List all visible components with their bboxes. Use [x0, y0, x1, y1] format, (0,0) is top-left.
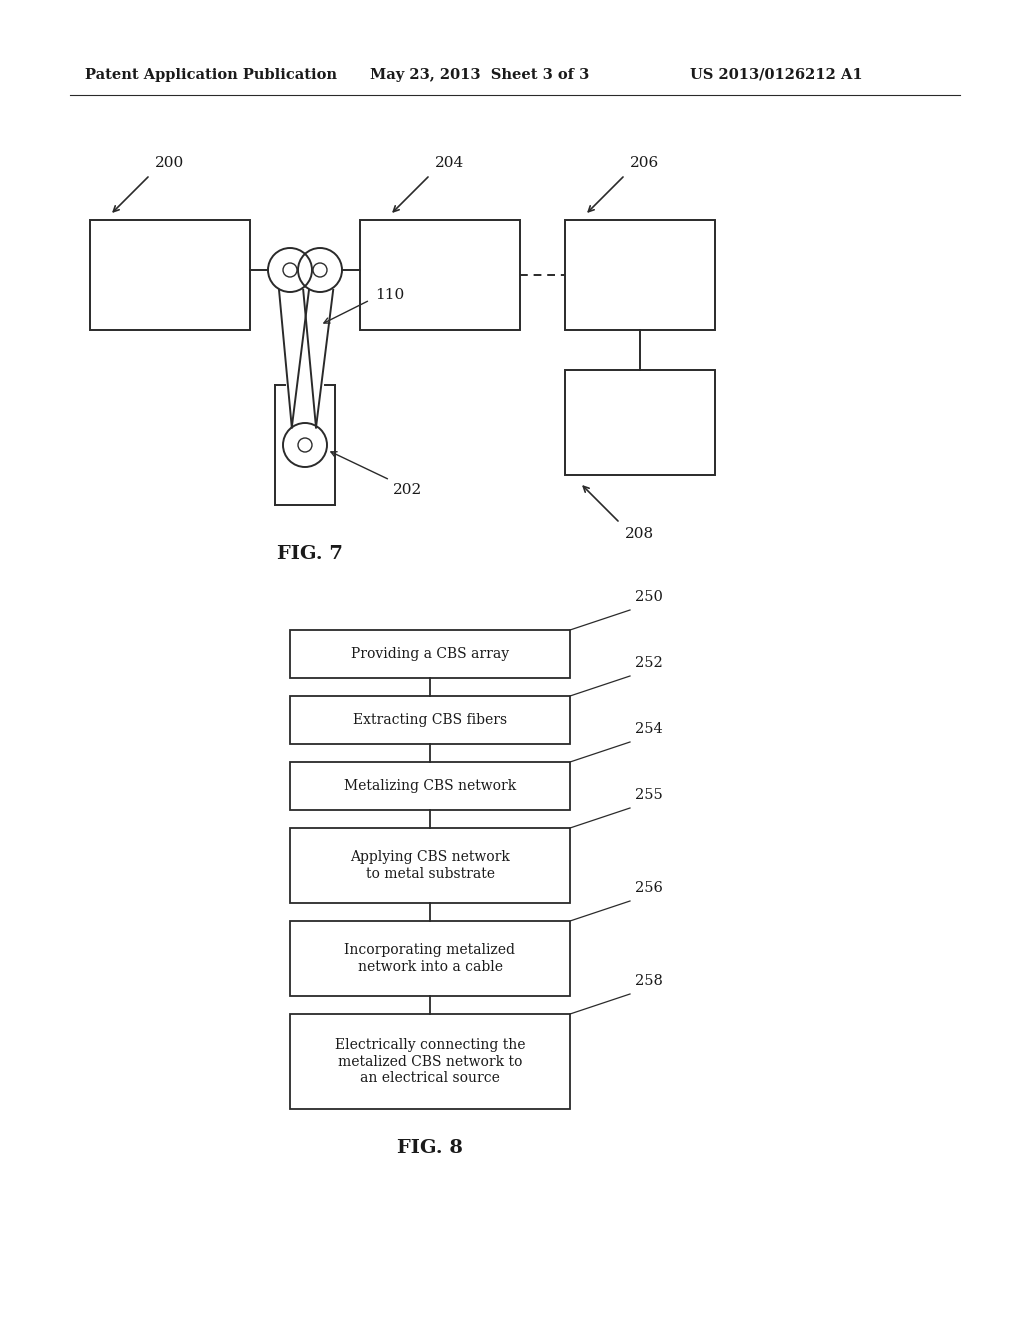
Text: 202: 202 [393, 483, 422, 498]
Bar [565, 220, 715, 330]
Text: May 23, 2013  Sheet 3 of 3: May 23, 2013 Sheet 3 of 3 [370, 69, 589, 82]
Text: 110: 110 [375, 288, 404, 302]
Bar [290, 696, 570, 744]
Text: 206: 206 [630, 156, 659, 170]
Bar [360, 220, 520, 330]
Text: Providing a CBS array: Providing a CBS array [351, 647, 509, 661]
Text: Electrically connecting the
metalized CBS network to
an electrical source: Electrically connecting the metalized CB… [335, 1039, 525, 1085]
Bar [290, 921, 570, 997]
Text: Applying CBS network
to metal substrate: Applying CBS network to metal substrate [350, 850, 510, 880]
Text: FIG. 7: FIG. 7 [278, 545, 343, 564]
Text: 258: 258 [635, 974, 663, 987]
Bar [565, 370, 715, 475]
Text: Patent Application Publication: Patent Application Publication [85, 69, 337, 82]
Bar [290, 630, 570, 678]
Text: Extracting CBS fibers: Extracting CBS fibers [353, 713, 507, 727]
Text: 252: 252 [635, 656, 663, 671]
Text: Metalizing CBS network: Metalizing CBS network [344, 779, 516, 793]
Bar [290, 1014, 570, 1109]
Text: Incorporating metalized
network into a cable: Incorporating metalized network into a c… [344, 944, 515, 974]
Bar [290, 762, 570, 810]
Bar [90, 220, 250, 330]
Text: 250: 250 [635, 590, 663, 605]
Text: 200: 200 [155, 156, 184, 170]
Text: 204: 204 [435, 156, 464, 170]
Text: 256: 256 [635, 880, 663, 895]
Text: US 2013/0126212 A1: US 2013/0126212 A1 [690, 69, 862, 82]
Text: 254: 254 [635, 722, 663, 737]
Text: 255: 255 [635, 788, 663, 803]
Bar [290, 828, 570, 903]
Text: FIG. 8: FIG. 8 [397, 1139, 463, 1158]
Text: 208: 208 [625, 527, 654, 541]
